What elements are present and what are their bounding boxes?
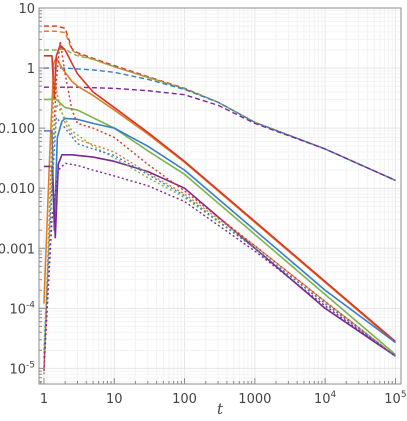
series-line-11 <box>43 76 396 375</box>
series-line-4 <box>43 67 396 182</box>
x-axis-title: t <box>217 400 224 418</box>
y-tick-label: 0.100 <box>0 122 35 137</box>
y-tick-label: 0.010 <box>0 182 35 197</box>
ticks <box>39 7 396 384</box>
y-tick-label: 10-4 <box>9 300 35 317</box>
x-tick-label: 1000 <box>238 392 271 407</box>
series-line-12 <box>43 40 396 369</box>
plot-frame <box>38 7 402 385</box>
grid <box>39 7 401 384</box>
series-layer <box>43 25 396 375</box>
y-tick-label: 10 <box>18 2 35 17</box>
x-tick-label: 100 <box>172 392 197 407</box>
tick-labels: 1 10 100 1000 104 105 10 1 0.100 0.010 0.001 10-4 10… <box>0 2 407 407</box>
y-tick-label: 10-5 <box>9 360 35 377</box>
x-tick-label: 10 <box>106 392 123 407</box>
y-tick-label: 0.001 <box>0 242 35 257</box>
x-tick-label: 104 <box>314 390 337 407</box>
series-line-15 <box>43 162 396 372</box>
x-tick-label: 105 <box>384 390 406 407</box>
y-tick-label: 1 <box>27 62 35 77</box>
series-line-14 <box>43 116 396 358</box>
series-line-7 <box>43 44 396 343</box>
x-tick-label: 1 <box>40 392 48 407</box>
series-line-8 <box>43 98 396 356</box>
series-line-5 <box>43 86 396 182</box>
